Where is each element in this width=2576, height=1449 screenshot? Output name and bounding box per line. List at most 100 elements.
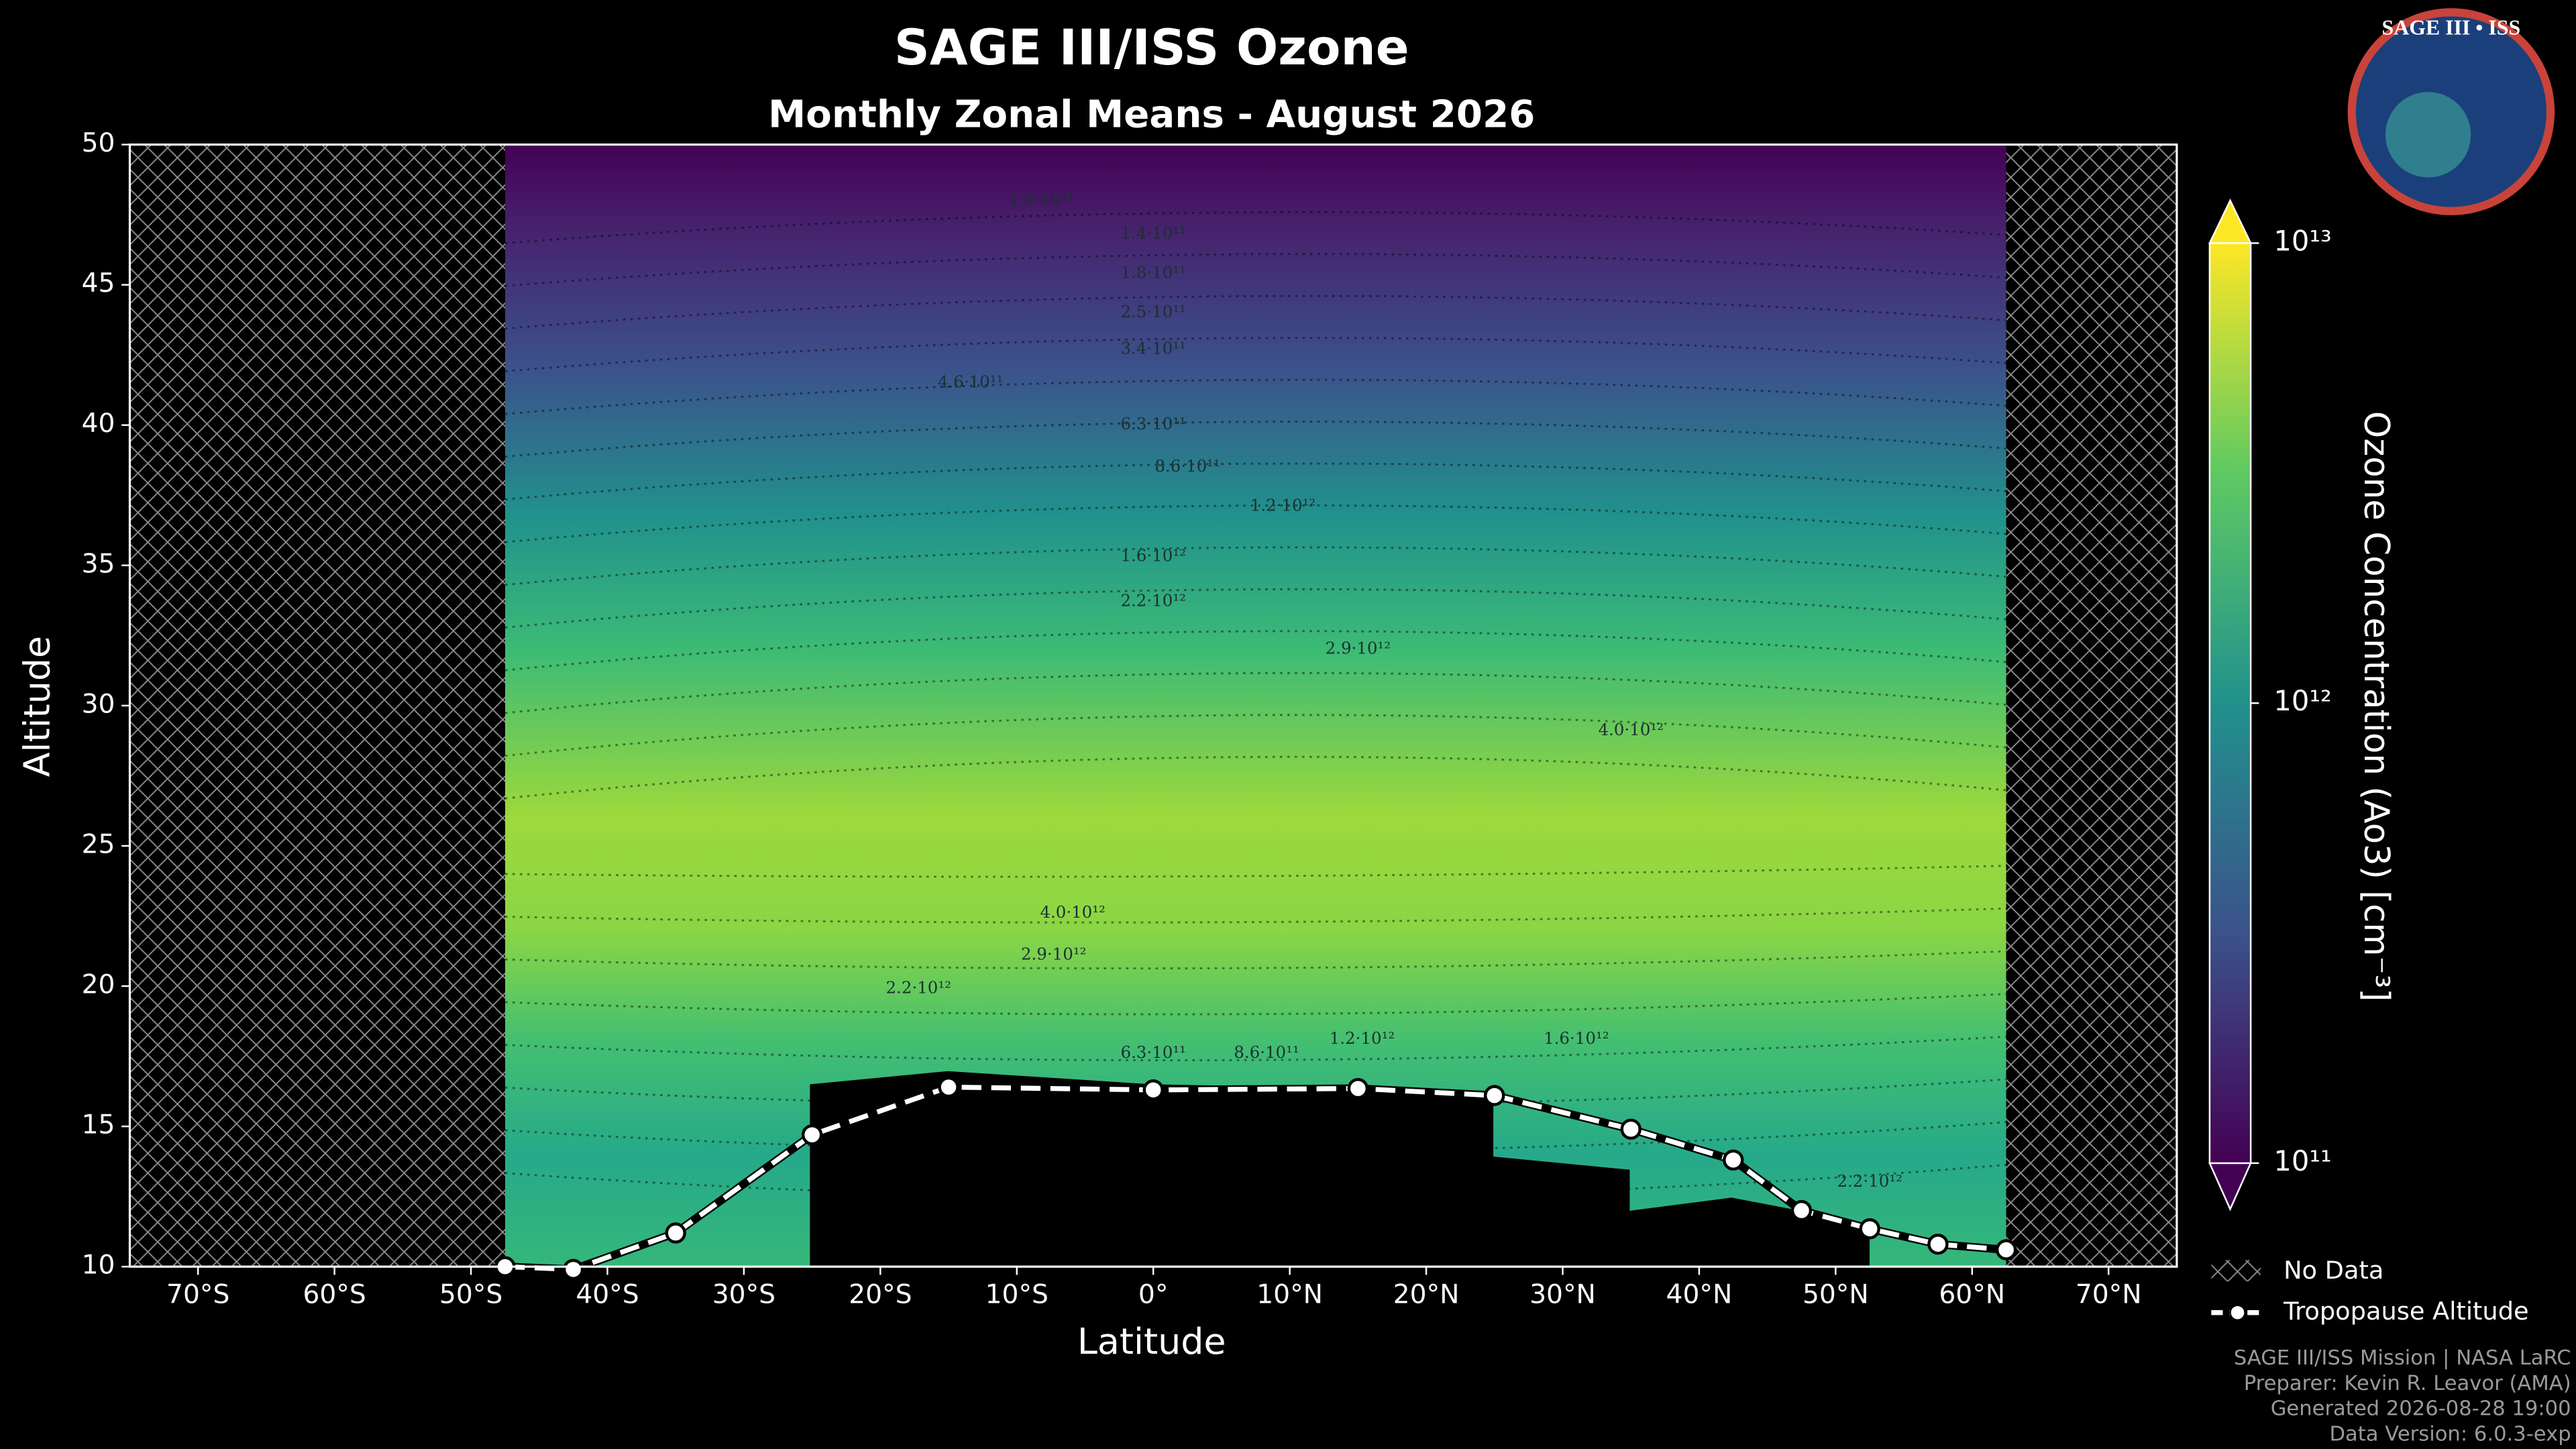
tropopause-marker	[1142, 1079, 1164, 1101]
footer-line: SAGE III/ISS Mission | NASA LaRC	[2234, 1346, 2571, 1370]
contour-label: 3.4·10¹¹	[1120, 338, 1185, 358]
y-tick-label: 45	[82, 268, 115, 299]
colorbar-extend-bottom	[2208, 1162, 2252, 1212]
contour-label: 1.0·10¹¹	[1009, 190, 1074, 209]
tropopause-marker	[801, 1124, 823, 1146]
contour-line	[504, 211, 2006, 244]
contour-line	[504, 294, 2006, 330]
x-tick-label: 70°S	[166, 1280, 229, 1310]
contour-line	[504, 337, 2006, 372]
contour-label: 4.6·10¹¹	[938, 372, 1003, 391]
x-tick-label: 10°S	[985, 1280, 1049, 1310]
legend-no-data-swatch	[2211, 1260, 2261, 1282]
contour-label: 1.6·10¹²	[1544, 1028, 1609, 1048]
tropopause-marker	[1347, 1077, 1368, 1099]
contour-line	[504, 1121, 2006, 1154]
contour-line	[504, 950, 2006, 970]
contour-line	[504, 588, 2006, 629]
colorbar-extend-top	[2208, 198, 2253, 244]
x-axis-label: Latitude	[1077, 1320, 1226, 1362]
concentration-field	[504, 144, 2006, 1267]
legend-label: No Data	[2284, 1256, 2383, 1285]
footer-line: Data Version: 6.0.3-exp	[2329, 1423, 2571, 1446]
contour-label: 4.0·10¹²	[1040, 902, 1105, 922]
contour-label: 2.9·10¹²	[1326, 639, 1391, 658]
logo-title: SAGE III • ISS	[2382, 15, 2521, 39]
contour-line	[504, 672, 2006, 714]
y-tick-label: 15	[82, 1110, 115, 1140]
contour-label: 6.3·10¹¹	[1120, 414, 1185, 433]
contour-line	[504, 907, 2006, 924]
tropopause-marker	[1927, 1234, 1949, 1255]
no-data-below	[810, 1071, 1870, 1267]
tropopause-marker	[1790, 1199, 1813, 1222]
colorbar-label: Ozone Concentration (Ao3) [cm⁻³]	[2356, 411, 2396, 1002]
x-tick-label: 30°N	[1529, 1280, 1596, 1310]
contour-label: 1.2·10¹²	[1330, 1028, 1395, 1048]
x-tick-label: 50°N	[1803, 1280, 1869, 1310]
contour-line	[504, 755, 2006, 800]
contour-line	[504, 378, 2006, 415]
contour-label: 2.2·10¹²	[886, 978, 951, 998]
tropopause-marker	[1859, 1218, 1880, 1240]
contour-label: 2.2·10¹²	[1837, 1171, 1902, 1191]
x-tick-label: 50°S	[439, 1280, 502, 1310]
logo-earth	[2385, 92, 2471, 178]
x-tick-label: 30°S	[712, 1280, 775, 1310]
y-tick-label: 30	[82, 689, 115, 719]
y-tick-label: 40	[82, 409, 115, 439]
contour-line	[504, 462, 2006, 500]
contour-label: 4.0·10¹²	[1598, 720, 1663, 739]
footer-line: Generated 2026-08-28 19:00	[2271, 1397, 2571, 1421]
tropopause-marker	[1620, 1118, 1642, 1140]
x-tick-label: 20°S	[849, 1280, 912, 1310]
x-tick-label: 10°N	[1256, 1280, 1323, 1310]
x-tick-label: 60°S	[303, 1280, 366, 1310]
contour-label: 8.6·10¹¹	[1155, 456, 1220, 476]
contour-line	[504, 1078, 2006, 1108]
tropopause-marker	[562, 1258, 584, 1281]
footer-line: Preparer: Kevin R. Leavor (AMA)	[2244, 1372, 2571, 1395]
x-tick-label: 60°N	[1939, 1280, 2005, 1310]
contour-label: 2.5·10¹¹	[1120, 302, 1185, 321]
y-tick-label: 20	[82, 970, 115, 1000]
contour-line	[504, 421, 2006, 458]
contour-line	[504, 865, 2006, 878]
contour-label: 1.6·10¹²	[1120, 546, 1185, 566]
tropopause-line	[504, 1084, 2006, 1273]
x-tick-label: 20°N	[1393, 1280, 1460, 1310]
hatch-left	[129, 144, 505, 1267]
contour-label: 8.6·10¹¹	[1234, 1042, 1299, 1062]
chart-subtitle: Monthly Zonal Means - August 2026	[768, 93, 1535, 137]
chart-title: SAGE III/ISS Ozone	[894, 19, 1409, 76]
tropopause-marker	[665, 1222, 686, 1244]
hatch-right	[2006, 144, 2177, 1267]
tropopause-marker	[1484, 1085, 1505, 1106]
contour-line	[504, 714, 2006, 757]
contour-line	[504, 993, 2006, 1016]
legend-tropopause-marker	[2229, 1304, 2246, 1321]
x-tick-label: 70°N	[2076, 1280, 2142, 1310]
contour-label: 1.4·10¹¹	[1120, 223, 1185, 243]
x-tick-label: 40°S	[576, 1280, 639, 1310]
contour-label: 1.2·10¹²	[1250, 495, 1316, 515]
y-tick-label: 10	[82, 1250, 115, 1281]
contour-line	[504, 630, 2006, 672]
colorbar-tick-label: 10¹²	[2273, 684, 2331, 717]
tropopause-marker	[1995, 1239, 2017, 1260]
tropopause-marker	[1723, 1149, 1744, 1171]
x-tick-label: 40°N	[1666, 1280, 1733, 1310]
x-tick-label: 0°	[1138, 1280, 1169, 1310]
logo: SAGE III • ISS	[2347, 8, 2555, 215]
colorbar	[2208, 242, 2252, 1165]
contour-label: 2.2·10¹²	[1120, 591, 1185, 610]
contour-line	[504, 1035, 2006, 1061]
y-tick-label: 50	[82, 128, 115, 158]
colorbar-tick-label: 10¹¹	[2273, 1144, 2331, 1177]
contour-line	[504, 546, 2006, 586]
contour-line	[504, 504, 2006, 543]
contour-label: 6.3·10¹¹	[1120, 1042, 1185, 1062]
contour-line	[504, 253, 2006, 287]
